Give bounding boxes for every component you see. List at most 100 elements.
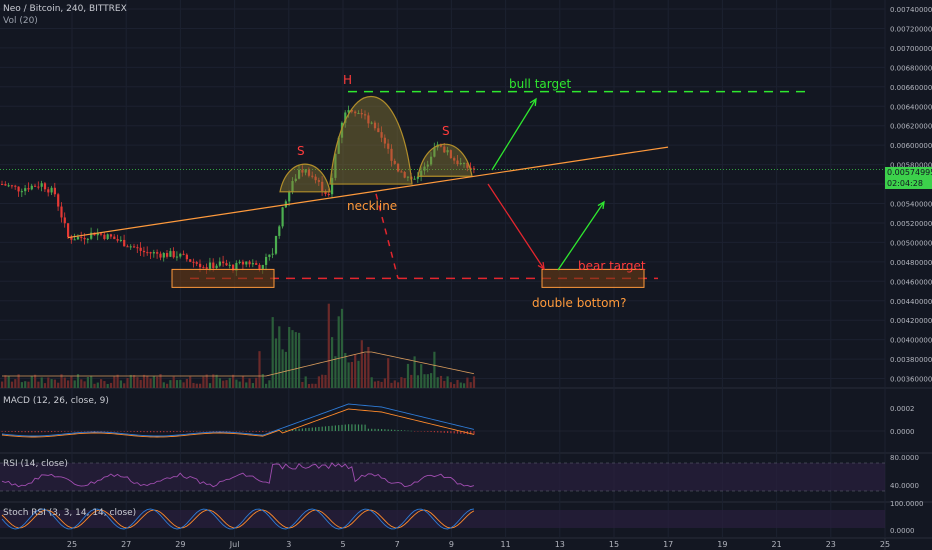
volume-bar [265, 383, 268, 388]
candle-body [466, 162, 469, 168]
candle-body [119, 239, 122, 241]
price-tick-label: 0.00660000 [890, 84, 932, 92]
volume-bar [298, 332, 301, 388]
volume-bar [397, 382, 400, 388]
macd-histogram-bar [103, 431, 105, 432]
volume-bar [321, 374, 324, 388]
candle-body [215, 265, 218, 269]
candle-body [136, 247, 139, 249]
macd-histogram-bar [463, 431, 465, 434]
price-tick-label: 0.00640000 [890, 103, 932, 111]
volume-bar [288, 327, 291, 388]
volume-legend[interactable]: Vol (20) [3, 16, 38, 26]
candle-body [113, 236, 116, 240]
volume-bar [357, 360, 360, 388]
volume-bar [403, 378, 406, 388]
volume-bar [1, 381, 4, 388]
volume-bar [268, 380, 271, 388]
macd-histogram-bar [229, 431, 231, 432]
macd-histogram-bar [123, 431, 125, 432]
macd-histogram-bar [315, 427, 317, 431]
symbol-title[interactable]: Neo / Bitcoin, 240, BITTREX [3, 4, 127, 14]
candle-body [76, 236, 80, 240]
volume-bar [463, 383, 466, 388]
candle-body [96, 233, 99, 236]
candle-body [166, 253, 169, 257]
candle-body [7, 185, 10, 187]
candle-body [235, 262, 238, 271]
volume-bar [86, 377, 89, 388]
volume-bar [50, 379, 53, 388]
macd-histogram-bar [37, 431, 39, 433]
macd-histogram-bar [447, 431, 449, 433]
time-tick-label: 19 [717, 540, 727, 549]
macd-histogram-bar [110, 431, 112, 432]
volume-bar [294, 332, 297, 388]
price-tick-label: 0.00360000 [890, 376, 932, 384]
volume-bar [255, 377, 258, 388]
volume-bar [40, 377, 43, 388]
macd-histogram-bar [150, 431, 152, 433]
volume-bar [383, 378, 386, 388]
macd-legend[interactable]: MACD (12, 26, close, 9) [3, 396, 109, 406]
macd-histogram-bar [47, 431, 49, 433]
macd-histogram-bar [301, 428, 303, 431]
candle-body [146, 252, 149, 254]
volume-bar [281, 349, 284, 388]
macd-histogram-bar [443, 431, 445, 433]
macd-histogram-bar [44, 431, 46, 433]
volume-bar [113, 376, 116, 388]
macd-histogram-bar [67, 431, 69, 432]
double-bottom-label: double bottom? [532, 296, 626, 310]
price-tick-label: 0.00620000 [890, 123, 932, 131]
volume-bar [179, 379, 182, 388]
volume-bar [340, 308, 344, 388]
macd-histogram-bar [216, 431, 218, 432]
volume-bar [149, 378, 152, 388]
macd-histogram-bar [70, 431, 72, 432]
candle-body [307, 169, 311, 176]
volume-bar [27, 381, 30, 388]
time-tick-label: 15 [609, 540, 619, 549]
double-bottom-box-right [541, 268, 645, 288]
volume-bar [156, 376, 159, 388]
rsi-band [0, 463, 885, 491]
volume-bar [453, 383, 456, 388]
stoch-rsi-legend[interactable]: Stoch RSI (3, 3, 14, 14, close) [3, 508, 137, 518]
macd-histogram-bar [77, 431, 79, 432]
volume-bar [80, 379, 83, 388]
candle-body [400, 171, 403, 173]
candle-body [469, 167, 472, 169]
candle-body [192, 261, 195, 263]
macd-histogram-bar [84, 431, 86, 432]
candle-body [90, 232, 93, 239]
rebound-arrow [557, 201, 605, 271]
candle-body [430, 156, 433, 165]
candle-body [367, 115, 370, 124]
candle-body [37, 186, 40, 188]
macd-histogram-bar [41, 431, 43, 433]
macd-histogram-bar [27, 431, 30, 433]
volume-bar [123, 383, 126, 388]
volume-bar [443, 380, 446, 388]
candle-body [27, 188, 30, 190]
volume-bar [416, 375, 419, 388]
volume-bar [304, 376, 307, 388]
volume-bar [96, 382, 99, 388]
candle-body [70, 237, 73, 240]
macd-tick-label: 0.0002 [890, 405, 915, 413]
rsi-legend[interactable]: RSI (14, close) [3, 459, 68, 469]
macd-histogram-bar [179, 431, 181, 432]
volume-bar [410, 374, 413, 388]
bull-arrow-head [529, 97, 537, 107]
time-tick-label: 3 [286, 540, 291, 549]
volume-bar [430, 373, 433, 388]
volume-bar [106, 383, 109, 388]
macd-histogram-bar [219, 431, 221, 432]
volume-bar [367, 346, 370, 388]
candle-body [327, 193, 330, 195]
volume-bar [469, 382, 472, 388]
volume-bar [373, 381, 377, 388]
candle-body [103, 234, 106, 239]
